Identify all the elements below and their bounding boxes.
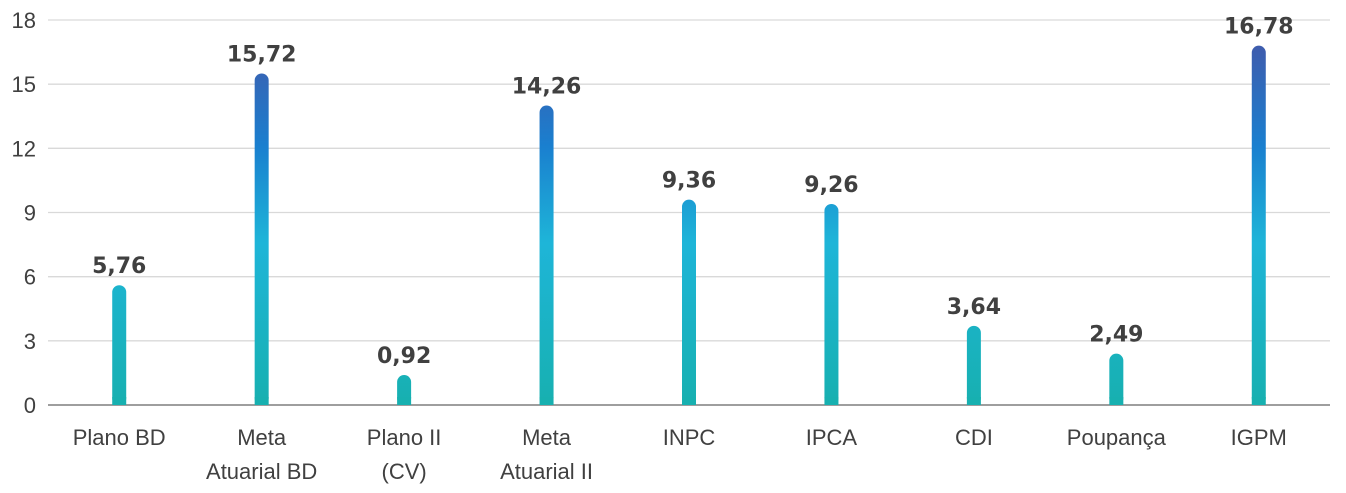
x-category-label: INPC bbox=[663, 425, 716, 450]
bar bbox=[539, 105, 554, 406]
y-tick-label: 3 bbox=[24, 329, 36, 354]
data-label: 9,26 bbox=[804, 173, 858, 198]
bar bbox=[254, 73, 269, 405]
x-category-label: IPCA bbox=[806, 425, 858, 450]
bar-base bbox=[966, 397, 981, 405]
y-tick-label: 15 bbox=[12, 72, 36, 97]
y-tick-label: 18 bbox=[12, 8, 36, 33]
bar bbox=[1251, 45, 1266, 406]
x-category-label: Atuarial II bbox=[500, 459, 593, 484]
bars bbox=[112, 45, 1266, 406]
y-tick-label: 12 bbox=[12, 136, 36, 161]
x-category-label: Poupança bbox=[1067, 425, 1167, 450]
data-label: 15,72 bbox=[227, 42, 297, 67]
bar bbox=[966, 325, 981, 405]
data-label: 3,64 bbox=[947, 295, 1001, 320]
bar bbox=[1109, 353, 1124, 405]
y-tick-label: 0 bbox=[24, 393, 36, 418]
labels: 0 3 6 9 12 15 18 5,76 Plano BD 15,72 Meta Atuarial … bbox=[12, 8, 1294, 484]
bar-base bbox=[682, 397, 696, 405]
data-label: 0,92 bbox=[377, 344, 431, 369]
data-label: 9,36 bbox=[662, 169, 716, 194]
data-label: 16,78 bbox=[1224, 15, 1294, 40]
bar-base bbox=[112, 397, 127, 405]
bar-base bbox=[539, 397, 554, 405]
bar-base bbox=[254, 397, 269, 405]
x-category-label: IGPM bbox=[1231, 425, 1287, 450]
x-category-label: Atuarial BD bbox=[206, 459, 317, 484]
data-label: 14,26 bbox=[512, 75, 582, 100]
data-label: 5,76 bbox=[92, 254, 146, 279]
bar bbox=[824, 203, 839, 405]
bar-base bbox=[397, 397, 412, 405]
x-category-label: Meta bbox=[522, 425, 572, 450]
x-category-label: Meta bbox=[237, 425, 287, 450]
x-category-label: (CV) bbox=[382, 459, 427, 484]
y-tick-label: 9 bbox=[24, 201, 36, 226]
bar-base bbox=[824, 397, 839, 405]
bar-base bbox=[1251, 397, 1266, 405]
bar-base bbox=[1109, 397, 1124, 405]
bar bbox=[112, 285, 127, 405]
x-category-label: Plano II bbox=[367, 425, 442, 450]
data-label: 2,49 bbox=[1089, 323, 1143, 348]
x-category-label: CDI bbox=[955, 425, 993, 450]
y-tick-label: 6 bbox=[24, 265, 36, 290]
x-category-label: Plano BD bbox=[73, 425, 166, 450]
bar bbox=[682, 199, 696, 405]
